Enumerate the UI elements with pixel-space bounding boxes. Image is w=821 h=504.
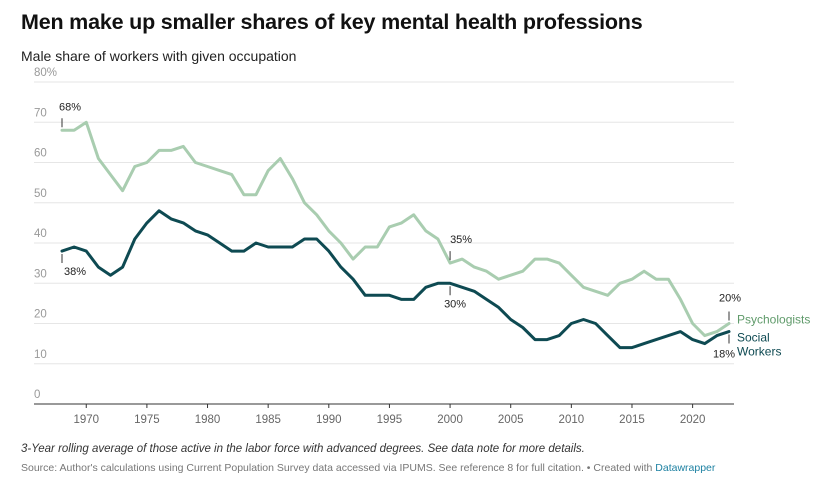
chart-source: Source: Author's calculations using Curr…: [21, 462, 715, 474]
annotations: 68% 38% 35% 30% 20% 18%: [59, 101, 741, 360]
x-tick-2005: 2005: [498, 414, 524, 426]
series-lines: [60, 120, 731, 350]
x-tick-1975: 1975: [134, 414, 160, 426]
x-tick-2000: 2000: [437, 414, 463, 426]
x-axis-ticks: 1970 1975 1980 1985 1990 1995 2000 2005 2010 2015…: [73, 404, 705, 426]
line-social-workers: [60, 209, 731, 350]
annotation-label-5: 18%: [713, 349, 735, 361]
series-label-psychologists: Psychologists: [737, 313, 810, 327]
y-tick-0: 0: [34, 389, 40, 401]
line-psychologists: [60, 120, 731, 338]
chart-subtitle: Male share of workers with given occupat…: [21, 48, 297, 64]
y-tick-80: 80%: [34, 67, 57, 79]
x-tick-1985: 1985: [255, 414, 281, 426]
annotation-label-2: 35%: [450, 234, 472, 246]
series-label-social-workers-0: Social: [737, 331, 770, 345]
annotation-label-1: 38%: [64, 266, 86, 278]
x-tick-2015: 2015: [619, 414, 645, 426]
x-tick-1990: 1990: [316, 414, 342, 426]
y-tick-30: 30: [34, 268, 47, 280]
annotation-label-0: 68%: [59, 101, 81, 113]
annotation-label-4: 20%: [719, 293, 741, 305]
x-tick-1980: 1980: [195, 414, 221, 426]
source-text: Source: Author's calculations using Curr…: [21, 462, 656, 474]
x-tick-2010: 2010: [559, 414, 585, 426]
y-axis-ticks: 0 10 20 30 40 50 60 70 80%: [34, 67, 57, 401]
y-tick-10: 10: [34, 349, 47, 361]
y-tick-20: 20: [34, 309, 47, 321]
annotation-label-3: 30%: [444, 298, 466, 310]
y-tick-70: 70: [34, 107, 47, 119]
x-tick-1995: 1995: [377, 414, 403, 426]
datawrapper-link[interactable]: Datawrapper: [655, 462, 716, 474]
y-tick-40: 40: [34, 228, 47, 240]
grid-lines: [34, 81, 734, 405]
y-tick-60: 60: [34, 148, 47, 160]
chart-title: Men make up smaller shares of key mental…: [21, 10, 643, 34]
y-tick-50: 50: [34, 188, 47, 200]
series-label-social-workers-1: Workers: [737, 345, 781, 359]
x-tick-2020: 2020: [680, 414, 706, 426]
chart-note: 3-Year rolling average of those active i…: [21, 443, 585, 455]
x-tick-1970: 1970: [73, 414, 99, 426]
